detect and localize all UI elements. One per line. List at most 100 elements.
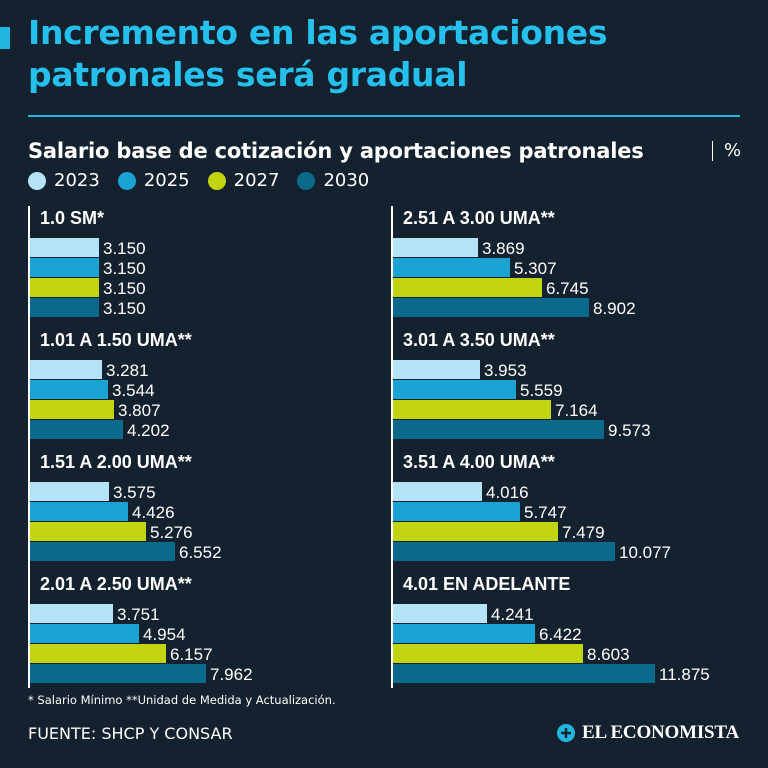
data-label: 4.241 xyxy=(491,605,534,624)
category-label: 3.01 A 3.50 UMA** xyxy=(403,330,555,350)
data-label: 4.426 xyxy=(132,503,175,522)
chart-legend: 2023 2025 2027 2030 xyxy=(28,170,387,192)
bar-2023 xyxy=(393,482,482,501)
bar-2030 xyxy=(393,298,589,317)
title-accent xyxy=(0,27,10,49)
data-label: 6.157 xyxy=(170,645,213,664)
bar-2025 xyxy=(393,258,510,277)
bar-group: 1.51 A 2.00 UMA** 3.575 4.426 5.276 6.552 xyxy=(30,450,390,572)
data-label: 3.807 xyxy=(118,401,161,420)
data-label: 3.281 xyxy=(106,361,149,380)
data-label: 3.869 xyxy=(482,239,525,258)
legend-swatch xyxy=(28,172,46,190)
chart-panel-right: 2.51 A 3.00 UMA** 3.869 5.307 6.745 8.902 3.0… xyxy=(391,206,751,688)
category-label: 1.01 A 1.50 UMA** xyxy=(40,330,192,350)
bar-group: 1.01 A 1.50 UMA** 3.281 3.544 3.807 4.202 xyxy=(30,328,390,450)
bar-2027 xyxy=(393,400,551,419)
data-label: 4.016 xyxy=(486,483,529,502)
data-label: 7.164 xyxy=(555,401,598,420)
bar-2025 xyxy=(30,624,139,643)
data-label: 7.479 xyxy=(562,523,605,542)
data-label: 3.150 xyxy=(103,259,146,278)
data-label: 4.202 xyxy=(127,421,170,440)
bar-2027 xyxy=(393,278,542,297)
data-label: 8.603 xyxy=(587,645,630,664)
bar-2027 xyxy=(393,644,583,663)
legend-label: 2025 xyxy=(143,170,190,191)
bar-2030 xyxy=(30,542,175,561)
legend-label: 2027 xyxy=(233,170,280,191)
bar-group: 4.01 EN ADELANTE 4.241 6.422 8.603 11.875 xyxy=(393,572,753,694)
data-label: 3.150 xyxy=(103,239,146,258)
bar-2030 xyxy=(393,664,655,683)
chart-unit: % xyxy=(724,140,742,161)
category-label: 2.01 A 2.50 UMA** xyxy=(40,574,192,594)
data-label: 11.875 xyxy=(659,665,710,684)
bar-2030 xyxy=(30,664,206,683)
bar-2030 xyxy=(393,542,615,561)
bar-2023 xyxy=(30,604,113,623)
unit-separator xyxy=(712,141,713,161)
logo-icon xyxy=(557,724,575,742)
legend-label: 2030 xyxy=(323,170,370,191)
data-label: 5.307 xyxy=(514,259,557,278)
data-label: 10.077 xyxy=(619,543,671,562)
data-label: 6.552 xyxy=(179,543,222,562)
chart-panel-left: 1.0 SM* 3.150 3.150 3.150 3.150 1.01 A 1.50 U… xyxy=(28,206,388,688)
bar-group: 1.0 SM* 3.150 3.150 3.150 3.150 xyxy=(30,206,390,328)
bar-2030 xyxy=(30,298,99,317)
bar-2025 xyxy=(30,380,108,399)
bar-2025 xyxy=(393,380,516,399)
category-label: 1.51 A 2.00 UMA** xyxy=(40,452,192,472)
bar-2023 xyxy=(30,482,109,501)
footnote: * Salario Mínimo **Unidad de Medida y Ac… xyxy=(28,693,336,707)
bar-2025 xyxy=(393,624,535,643)
legend-swatch xyxy=(207,172,226,190)
bar-2023 xyxy=(393,604,487,623)
bar-2025 xyxy=(30,502,128,521)
category-label: 3.51 A 4.00 UMA** xyxy=(403,452,555,472)
bar-group: 2.01 A 2.50 UMA** 3.751 4.954 6.157 7.962 xyxy=(30,572,390,694)
bar-2023 xyxy=(393,238,478,257)
legend-swatch xyxy=(297,172,316,190)
data-label: 3.150 xyxy=(103,299,146,318)
data-label: 3.575 xyxy=(113,483,156,502)
bar-group: 2.51 A 3.00 UMA** 3.869 5.307 6.745 8.902 xyxy=(393,206,753,328)
bar-2027 xyxy=(30,522,146,541)
data-label: 3.953 xyxy=(484,361,527,380)
bar-2023 xyxy=(393,360,480,379)
data-label: 9.573 xyxy=(608,421,651,440)
data-label: 5.559 xyxy=(520,381,563,400)
legend-item-2023: 2023 xyxy=(28,170,100,192)
chart-title: Salario base de cotización y aportacione… xyxy=(28,139,644,163)
page-title: Incremento en las aportaciones patronale… xyxy=(28,13,608,94)
category-label: 2.51 A 3.00 UMA** xyxy=(403,208,555,228)
legend-item-2027: 2027 xyxy=(207,170,280,192)
data-label: 6.745 xyxy=(546,279,589,298)
data-label: 8.902 xyxy=(593,299,636,318)
bar-2023 xyxy=(30,360,102,379)
bar-2025 xyxy=(30,258,99,277)
bar-2030 xyxy=(393,420,604,439)
bar-group: 3.01 A 3.50 UMA** 3.953 5.559 7.164 9.573 xyxy=(393,328,753,450)
legend-item-2025: 2025 xyxy=(117,170,190,192)
data-label: 4.954 xyxy=(143,625,186,644)
legend-label: 2023 xyxy=(54,170,100,191)
bar-2027 xyxy=(30,278,99,297)
bar-2027 xyxy=(30,644,166,663)
title-divider xyxy=(28,115,740,117)
source-note: FUENTE: SHCP Y CONSAR xyxy=(28,724,233,743)
data-label: 5.276 xyxy=(150,523,193,542)
data-label: 3.150 xyxy=(103,279,146,298)
data-label: 3.544 xyxy=(112,381,155,400)
legend-swatch xyxy=(117,172,136,190)
bar-group: 3.51 A 4.00 UMA** 4.016 5.747 7.479 10.077 xyxy=(393,450,753,572)
brand-logo: EL ECONOMISTA xyxy=(556,721,739,745)
category-label: 4.01 EN ADELANTE xyxy=(403,574,571,594)
data-label: 3.751 xyxy=(117,605,160,624)
data-label: 5.747 xyxy=(524,503,567,522)
data-label: 7.962 xyxy=(210,665,253,684)
bar-2027 xyxy=(393,522,558,541)
bar-2025 xyxy=(393,502,520,521)
bar-2023 xyxy=(30,238,99,257)
